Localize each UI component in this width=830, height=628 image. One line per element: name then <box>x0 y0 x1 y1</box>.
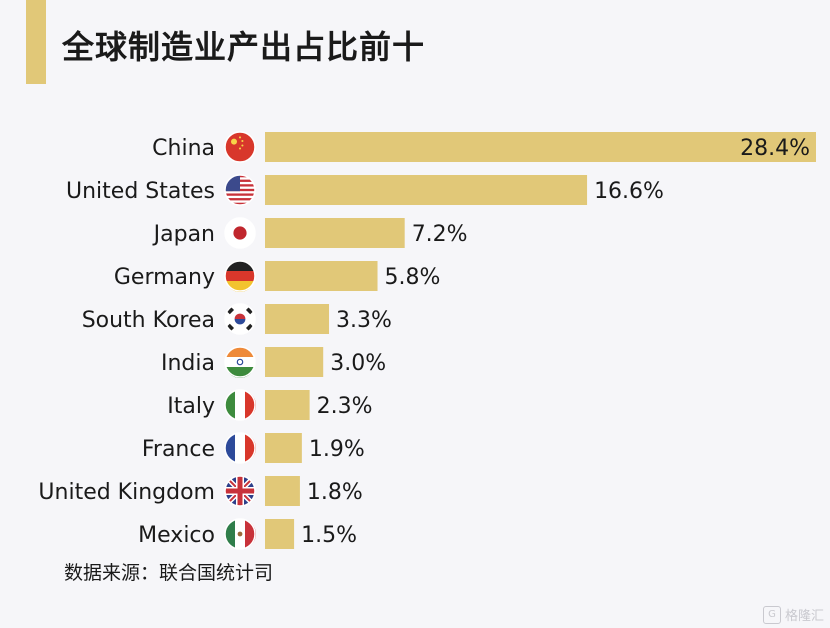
bar-row: Mexico 1.5% <box>138 518 357 550</box>
mexico-flag-icon <box>224 518 256 550</box>
category-label: China <box>152 136 215 161</box>
category-label: Japan <box>152 222 215 247</box>
bar-row: United States 16.6% <box>66 174 664 206</box>
bar-row: Germany 5.8% <box>114 260 441 292</box>
value-label: 3.3% <box>336 308 392 333</box>
usa-flag-icon <box>224 174 256 206</box>
value-label: 3.0% <box>330 351 386 376</box>
category-label: India <box>161 351 215 376</box>
category-label: France <box>142 437 215 462</box>
value-label: 28.4% <box>740 136 810 161</box>
value-label: 1.8% <box>307 480 363 505</box>
category-label: Italy <box>167 394 215 419</box>
bar-row: United Kingdom 1.8% <box>38 475 363 507</box>
bar-row: Japan 7.2% <box>152 217 468 249</box>
bar-row: China 28.4% <box>152 131 816 163</box>
value-label: 5.8% <box>385 265 441 290</box>
south-korea-flag-icon <box>224 303 256 335</box>
bar <box>265 261 378 291</box>
bar <box>265 390 310 420</box>
value-label: 1.9% <box>309 437 365 462</box>
value-label: 1.5% <box>301 523 357 548</box>
france-flag-icon <box>224 432 256 464</box>
bar <box>265 476 300 506</box>
bar <box>265 519 295 549</box>
title-accent-bar <box>26 0 46 84</box>
bar <box>265 347 324 377</box>
category-label: South Korea <box>82 308 215 333</box>
watermark: G 格隆汇 <box>762 605 824 624</box>
bar-row: Italy 2.3% <box>167 389 373 421</box>
watermark-text: 格隆汇 <box>784 609 824 624</box>
category-label: Germany <box>114 265 215 290</box>
bar-row: India 3.0% <box>161 346 386 378</box>
uk-flag-icon <box>224 475 256 507</box>
bar-row: South Korea 3.3% <box>82 303 392 335</box>
category-label: Mexico <box>138 523 215 548</box>
category-label: United States <box>66 179 215 204</box>
category-label: United Kingdom <box>38 480 215 505</box>
bar <box>265 433 302 463</box>
bar <box>265 304 330 334</box>
value-label: 2.3% <box>317 394 373 419</box>
bar <box>265 132 816 162</box>
data-source-note: 数据来源：联合国统计司 <box>64 562 274 584</box>
value-label: 7.2% <box>412 222 468 247</box>
india-flag-icon <box>224 346 256 378</box>
bar <box>265 175 588 205</box>
bar-row: France 1.9% <box>142 432 365 464</box>
watermark-logo-icon: G <box>762 605 781 624</box>
germany-flag-icon <box>224 260 256 292</box>
bar <box>265 218 405 248</box>
italy-flag-icon <box>224 389 256 421</box>
chart-title: 全球制造业产出占比前十 <box>62 28 426 66</box>
value-label: 16.6% <box>594 179 664 204</box>
china-flag-icon <box>224 131 256 163</box>
japan-flag-icon <box>224 217 256 249</box>
